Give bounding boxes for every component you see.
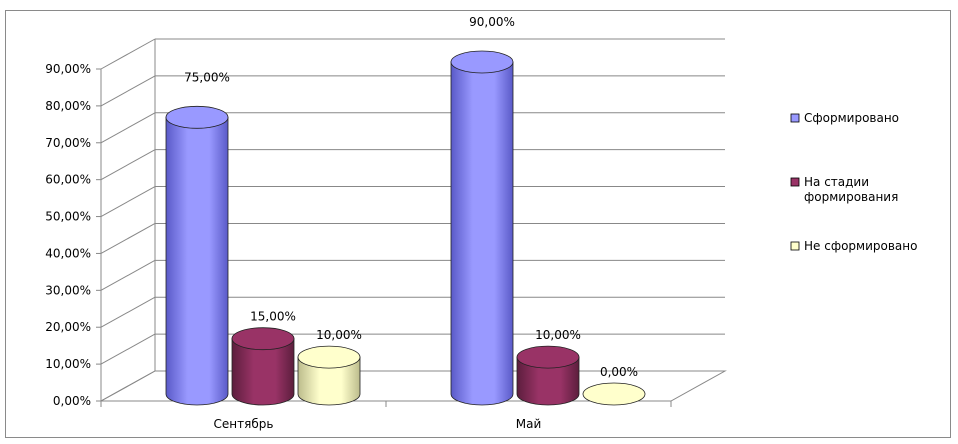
y-tick-label: 20,00% [45,320,91,334]
x-category-label: Сентябрь [214,417,274,431]
x-axis-category-labels: Сентябрь Май [101,401,671,431]
y-tick-label: 90,00% [45,62,91,76]
y-tick-label: 50,00% [45,210,91,224]
y-tick-label: 70,00% [45,136,91,150]
gridline-side [101,223,155,253]
chart-frame: 0,00% 10,00% 20,00% 30,00% 40,00% 50,00% 60,00… [5,10,951,438]
data-label: 0,00% [600,365,638,379]
cylinder-top [232,328,294,350]
cylinder-top [298,346,360,368]
gridline-side [101,187,155,217]
gridline-side [101,76,155,106]
legend-label: На стадии формирования [804,175,898,204]
data-label: 75,00% [184,70,230,84]
legend-swatch [791,178,799,186]
bar-сформировано-0 [166,106,228,405]
data-label: 15,00% [250,310,296,324]
gridline-side [101,39,155,69]
bar-на-стадии-формирования-1 [517,346,579,405]
legend-swatch [791,242,799,250]
legend: Сформировано На стадии формирования Не сфор… [791,111,917,253]
cylinder-top [517,346,579,368]
y-tick-label: 30,00% [45,283,91,297]
y-tick-label: 40,00% [45,246,91,260]
bar-на-стадии-формирования-0 [232,328,294,405]
data-label: 90,00% [469,15,515,29]
cylinder-top [166,106,228,128]
data-label: 10,00% [316,328,362,342]
y-tick-label: 60,00% [45,173,91,187]
back-wall [155,39,725,371]
gridline-side [101,297,155,327]
legend-line: формирования [804,190,898,204]
gridline-side [101,150,155,180]
bar-не-сформировано-0 [298,346,360,405]
cylinder-body [166,117,228,405]
y-tick-label: 10,00% [45,357,91,371]
y-tick-label: 0,00% [53,394,91,408]
cylinder-bar-chart: 0,00% 10,00% 20,00% 30,00% 40,00% 50,00% 60,00… [6,11,950,437]
cylinder-body [451,62,513,405]
y-axis-tick-labels: 0,00% 10,00% 20,00% 30,00% 40,00% 50,00% 60,00… [45,62,91,408]
legend-label: Не сформировано [804,239,917,253]
gridline-side [101,113,155,143]
cylinder-top [583,383,645,405]
x-category-label: Май [516,417,542,431]
gridline-side [101,260,155,290]
legend-swatch [791,114,799,122]
gridline-side [101,334,155,364]
legend-line: На стадии [804,175,869,189]
bar-сформировано-1 [451,51,513,405]
cylinder-top [451,51,513,73]
data-label: 10,00% [535,328,581,342]
legend-label: Сформировано [804,111,899,125]
y-tick-label: 80,00% [45,99,91,113]
bar-не-сформировано-1 [583,383,645,405]
